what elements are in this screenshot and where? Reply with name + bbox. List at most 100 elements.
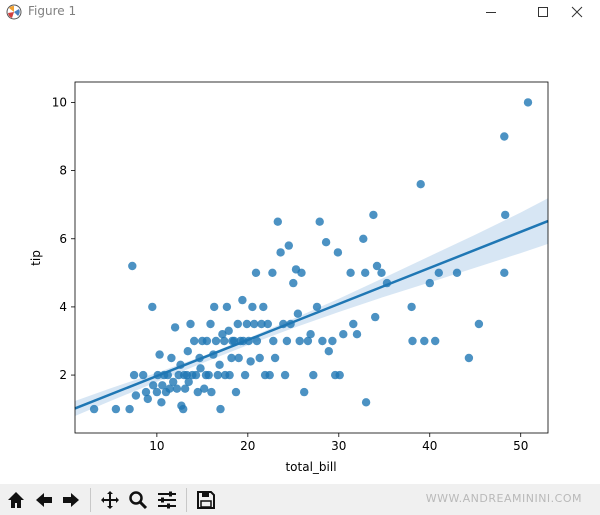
- plot-area-frame: [74, 81, 549, 434]
- data-point: [312, 302, 322, 312]
- maximize-button[interactable]: [520, 0, 566, 24]
- data-point: [265, 370, 274, 380]
- data-point: [257, 319, 266, 329]
- home-button[interactable]: [3, 487, 29, 513]
- data-point: [167, 353, 176, 363]
- zoom-button[interactable]: [125, 487, 151, 513]
- data-point: [263, 319, 272, 329]
- data-point: [227, 353, 236, 363]
- data-point: [179, 404, 188, 414]
- data-point: [128, 261, 137, 271]
- save-button[interactable]: [193, 487, 219, 513]
- toolbar-separator: [90, 488, 91, 512]
- data-point: [125, 404, 134, 414]
- minimize-icon: [486, 12, 496, 13]
- data-point: [131, 391, 141, 400]
- data-point: [306, 330, 315, 339]
- data-point: [248, 302, 257, 312]
- data-point: [361, 268, 370, 277]
- data-point: [246, 357, 255, 366]
- data-point: [186, 319, 195, 329]
- data-point: [270, 353, 280, 363]
- data-point: [315, 217, 324, 226]
- data-point: [309, 370, 318, 380]
- data-point: [222, 302, 232, 312]
- data-point: [251, 268, 261, 277]
- data-point: [293, 309, 303, 318]
- y-tick-label: 4: [59, 300, 67, 314]
- data-point: [300, 387, 309, 397]
- data-point: [155, 350, 164, 359]
- y-tick-label: 8: [59, 164, 67, 178]
- data-point: [183, 347, 192, 356]
- data-point: [369, 210, 378, 220]
- data-point: [169, 377, 178, 387]
- data-point: [371, 312, 380, 322]
- data-point: [349, 319, 358, 329]
- data-point: [172, 384, 182, 393]
- data-point: [361, 398, 371, 407]
- y-tick-label: 6: [59, 232, 67, 246]
- configure-subplots-button[interactable]: [154, 487, 180, 513]
- data-point: [191, 370, 201, 380]
- forward-button[interactable]: [58, 487, 84, 513]
- data-point: [416, 180, 425, 189]
- x-axis-label: total_bill: [285, 460, 336, 474]
- maximize-icon: [538, 7, 548, 17]
- back-arrow-icon: [36, 493, 52, 507]
- zoom-icon: [129, 491, 148, 510]
- data-point: [143, 394, 152, 404]
- data-point: [231, 387, 241, 397]
- data-point: [289, 278, 298, 288]
- x-tick-label: 40: [422, 439, 437, 453]
- data-point: [141, 387, 151, 397]
- toolbar-separator: [186, 488, 187, 512]
- data-point: [276, 248, 285, 257]
- matplotlib-icon: [6, 4, 22, 20]
- close-button[interactable]: [554, 0, 600, 24]
- data-point: [111, 404, 121, 414]
- data-point: [282, 336, 292, 346]
- data-point: [523, 98, 533, 107]
- x-tick-label: 20: [240, 439, 255, 453]
- data-point: [149, 381, 158, 390]
- data-point: [408, 336, 417, 346]
- data-point: [158, 381, 167, 390]
- data-point: [152, 387, 162, 397]
- data-point: [464, 353, 474, 363]
- data-point: [359, 234, 368, 243]
- data-point: [204, 370, 213, 380]
- scatter-chart: 10 20 30 40 50 2 4 6 8 10 total_bill tip: [29, 81, 549, 474]
- minimize-button[interactable]: [468, 0, 514, 24]
- pan-button[interactable]: [97, 487, 123, 513]
- data-point: [216, 404, 225, 414]
- x-tick-label: 10: [149, 439, 164, 453]
- data-point: [190, 336, 199, 346]
- data-point: [500, 268, 509, 277]
- data-point: [284, 241, 293, 250]
- home-icon: [8, 492, 24, 508]
- figure-canvas[interactable]: 10 20 30 40 50 2 4 6 8 10 total_bill tip: [0, 24, 600, 483]
- data-point: [180, 384, 190, 393]
- data-point: [425, 278, 434, 288]
- data-point: [210, 302, 219, 312]
- data-point: [89, 404, 99, 414]
- data-point: [240, 370, 250, 380]
- data-point: [250, 319, 259, 329]
- close-icon: [571, 6, 583, 18]
- confidence-band: [75, 198, 548, 416]
- data-point: [170, 323, 180, 332]
- data-point: [333, 248, 343, 257]
- data-point: [202, 336, 212, 346]
- data-point: [255, 353, 264, 363]
- data-point: [129, 370, 139, 380]
- data-point: [269, 336, 278, 346]
- data-point: [157, 398, 166, 407]
- data-point: [295, 336, 304, 346]
- data-point: [372, 261, 382, 271]
- data-point: [420, 336, 429, 346]
- back-button[interactable]: [31, 487, 57, 513]
- data-point: [280, 370, 290, 380]
- regression-line: [74, 219, 549, 410]
- data-point: [328, 336, 337, 346]
